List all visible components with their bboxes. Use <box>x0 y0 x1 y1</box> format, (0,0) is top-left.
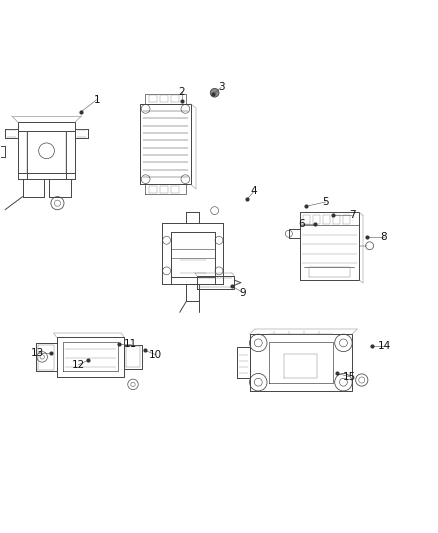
Text: 10: 10 <box>149 350 162 360</box>
Text: 15: 15 <box>343 372 356 382</box>
Circle shape <box>210 88 219 97</box>
Text: 2: 2 <box>179 87 185 97</box>
Text: 9: 9 <box>240 288 246 298</box>
Text: 13: 13 <box>31 348 44 358</box>
Text: 8: 8 <box>381 232 387 242</box>
Text: 6: 6 <box>298 219 304 229</box>
Text: 1: 1 <box>93 95 100 104</box>
Text: 4: 4 <box>251 187 257 196</box>
Text: 7: 7 <box>349 210 356 220</box>
Text: 11: 11 <box>124 339 138 349</box>
Text: 14: 14 <box>378 341 391 351</box>
Text: 3: 3 <box>218 83 225 93</box>
Text: 5: 5 <box>323 197 329 207</box>
Text: 12: 12 <box>72 360 85 370</box>
